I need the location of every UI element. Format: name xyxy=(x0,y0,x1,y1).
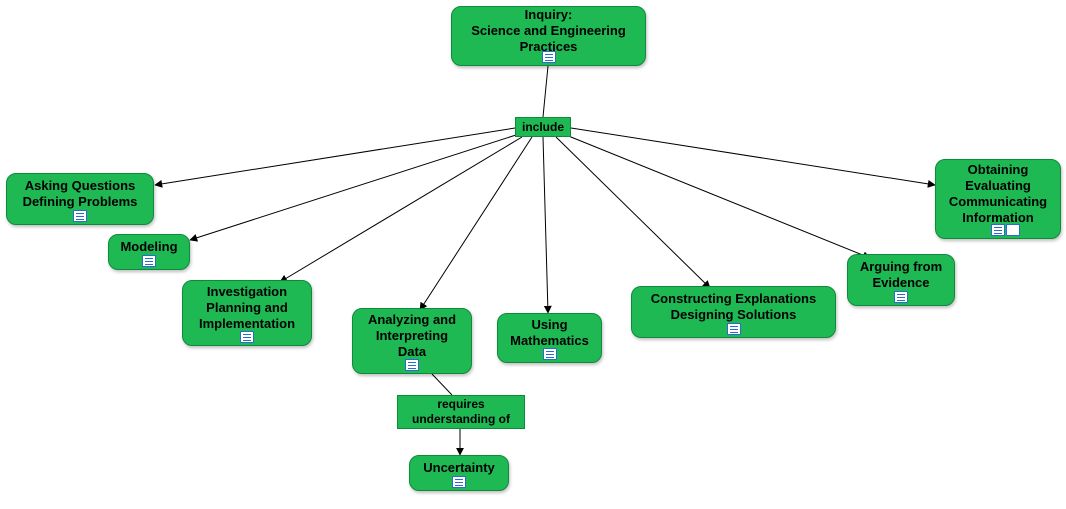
node-label: Uncertainty xyxy=(423,460,495,476)
edge-include-modeling xyxy=(190,135,516,240)
node-label: Asking Questions Defining Problems xyxy=(23,178,138,211)
edge-include-arguing xyxy=(566,135,870,258)
node-include[interactable]: include xyxy=(515,117,571,137)
node-label: include xyxy=(522,120,564,135)
note-icon[interactable] xyxy=(542,51,556,63)
node-label: Analyzing and Interpreting Data xyxy=(368,312,456,361)
note-icon[interactable] xyxy=(142,255,156,267)
node-analyzing[interactable]: Analyzing and Interpreting Data xyxy=(352,308,472,374)
node-modeling[interactable]: Modeling xyxy=(108,234,190,270)
node-math[interactable]: Using Mathematics xyxy=(497,313,602,363)
edge-include-asking xyxy=(155,128,515,185)
node-root[interactable]: Inquiry: Science and Engineering Practic… xyxy=(451,6,646,66)
note-icon[interactable] xyxy=(73,210,87,222)
edge-include-investigation xyxy=(280,137,522,282)
edge-include-analyzing xyxy=(420,137,532,310)
node-label: requires understanding of xyxy=(412,397,510,427)
node-label: Arguing from Evidence xyxy=(860,259,942,292)
note-icon[interactable] xyxy=(405,359,419,371)
node-label: Using Mathematics xyxy=(510,317,589,350)
note-icon[interactable] xyxy=(894,291,908,303)
node-obtaining[interactable]: Obtaining Evaluating Communicating Infor… xyxy=(935,159,1061,239)
edge-include-obtaining xyxy=(571,128,935,185)
node-requires[interactable]: requires understanding of xyxy=(397,395,525,429)
node-uncertainty[interactable]: Uncertainty xyxy=(409,455,509,491)
edge-analyzing-requires xyxy=(432,374,452,395)
edge-include-math xyxy=(543,137,548,313)
note-icon[interactable] xyxy=(991,224,1005,236)
node-label: Inquiry: Science and Engineering Practic… xyxy=(471,7,626,56)
node-arguing[interactable]: Arguing from Evidence xyxy=(847,254,955,306)
note-icon[interactable] xyxy=(240,331,254,343)
node-label: Modeling xyxy=(120,239,177,255)
note-icon[interactable] xyxy=(543,348,557,360)
node-label: Obtaining Evaluating Communicating Infor… xyxy=(949,162,1047,227)
node-construct[interactable]: Constructing Explanations Designing Solu… xyxy=(631,286,836,338)
edge-root-include xyxy=(543,66,548,117)
concept-map-canvas: Inquiry: Science and Engineering Practic… xyxy=(0,0,1066,509)
node-investigation[interactable]: Investigation Planning and Implementatio… xyxy=(182,280,312,346)
node-asking[interactable]: Asking Questions Defining Problems xyxy=(6,173,154,225)
node-label: Constructing Explanations Designing Solu… xyxy=(651,291,816,324)
edge-include-construct xyxy=(556,137,710,288)
note-icon[interactable] xyxy=(452,476,466,488)
node-label: Investigation Planning and Implementatio… xyxy=(199,284,295,333)
note-icon[interactable] xyxy=(727,323,741,335)
